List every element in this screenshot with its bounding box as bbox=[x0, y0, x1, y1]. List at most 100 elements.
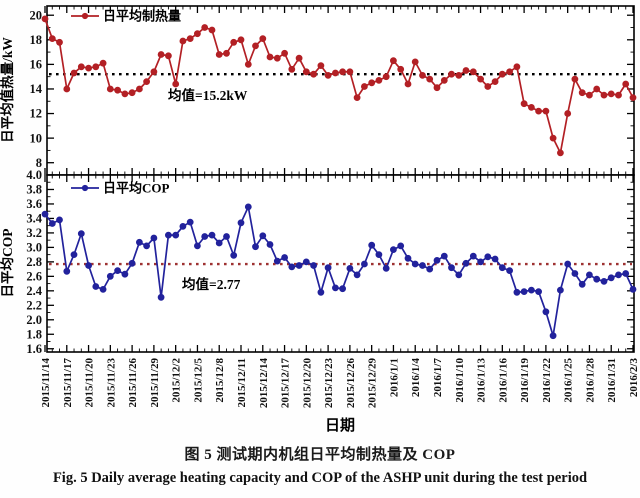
data-point-cop bbox=[390, 246, 397, 254]
data-point-heating-capacity bbox=[593, 85, 601, 93]
x-tick-label: 2016/1/7 bbox=[432, 358, 444, 398]
caption-zh: 图 5 测试期内机组日平均制热量及 COP bbox=[184, 447, 456, 463]
data-point-heating-capacity bbox=[56, 38, 63, 46]
data-point-heating-capacity bbox=[462, 67, 470, 74]
y-tick-label: 10 bbox=[30, 131, 43, 145]
x-tick-label: 2016/1/31 bbox=[606, 358, 618, 403]
data-point-cop bbox=[607, 274, 615, 282]
data-point-cop bbox=[324, 264, 332, 272]
data-point-heating-capacity bbox=[346, 68, 354, 76]
x-tick-label: 2015/12/5 bbox=[192, 358, 204, 403]
data-point-heating-capacity bbox=[513, 63, 521, 71]
data-point-cop bbox=[194, 242, 201, 250]
data-point-cop bbox=[244, 203, 252, 211]
data-point-heating-capacity bbox=[433, 84, 441, 92]
plot-border bbox=[46, 174, 635, 353]
data-point-heating-capacity bbox=[223, 49, 230, 57]
x-tick-label: 2015/12/2 bbox=[171, 358, 183, 403]
y-tick-label: 4.0 bbox=[26, 168, 42, 182]
data-point-cop bbox=[433, 257, 441, 264]
x-tick-label: 2015/12/29 bbox=[367, 358, 379, 409]
y-axis-title-cop: 日平均COP bbox=[0, 229, 15, 298]
x-tick-label: 2015/12/23 bbox=[323, 358, 335, 409]
y-tick-label: 12 bbox=[30, 107, 43, 121]
data-point-heating-capacity bbox=[77, 63, 85, 71]
data-point-cop bbox=[615, 271, 622, 279]
data-point-cop bbox=[259, 232, 267, 240]
x-tick-label: 2016/1/28 bbox=[584, 358, 596, 403]
legend-marker-cop bbox=[81, 184, 89, 192]
data-point-heating-capacity bbox=[302, 68, 310, 76]
data-point-heating-capacity bbox=[252, 42, 259, 50]
data-point-cop bbox=[317, 288, 325, 296]
data-point-heating-capacity bbox=[571, 75, 579, 83]
data-point-cop bbox=[230, 252, 238, 259]
legend-label-heating-capacity: 日平均制热量 bbox=[103, 9, 181, 24]
y-tick-label: 2.2 bbox=[26, 299, 42, 313]
data-point-cop bbox=[600, 278, 608, 285]
data-point-cop bbox=[48, 220, 56, 227]
data-point-heating-capacity bbox=[404, 80, 412, 88]
data-point-cop bbox=[106, 272, 114, 280]
x-tick-label: 2015/11/17 bbox=[62, 358, 74, 408]
data-point-cop bbox=[491, 255, 499, 263]
x-tick-label: 2016/1/25 bbox=[563, 358, 575, 403]
data-point-heating-capacity bbox=[295, 54, 303, 62]
data-point-cop bbox=[288, 263, 296, 271]
data-point-heating-capacity bbox=[194, 30, 201, 38]
y-tick-label: 2.6 bbox=[26, 270, 42, 284]
data-point-heating-capacity bbox=[128, 89, 136, 97]
data-point-heating-capacity bbox=[506, 68, 514, 76]
data-point-heating-capacity bbox=[172, 80, 180, 88]
y-tick-label: 20 bbox=[30, 8, 43, 22]
data-point-heating-capacity bbox=[201, 24, 209, 31]
data-point-cop bbox=[85, 262, 92, 269]
x-tick-label: 2016/1/4 bbox=[410, 358, 422, 398]
x-tick-label: 2015/11/14 bbox=[40, 358, 52, 408]
y-tick-label: 3.4 bbox=[26, 212, 42, 226]
y-tick-label: 16 bbox=[30, 58, 43, 72]
data-point-cop bbox=[143, 242, 151, 250]
x-tick-label: 2015/12/14 bbox=[258, 358, 270, 409]
data-point-heating-capacity bbox=[114, 86, 121, 94]
data-point-cop bbox=[535, 288, 542, 296]
data-point-cop bbox=[513, 288, 521, 296]
x-tick-label: 2016/1/16 bbox=[497, 358, 509, 403]
data-point-heating-capacity bbox=[615, 91, 622, 99]
data-point-cop bbox=[382, 265, 390, 272]
data-point-heating-capacity bbox=[520, 100, 528, 108]
data-point-cop bbox=[361, 260, 368, 268]
data-point-cop bbox=[426, 265, 434, 273]
data-point-cop bbox=[186, 218, 194, 226]
data-point-cop bbox=[448, 264, 455, 272]
data-point-cop bbox=[201, 233, 209, 240]
data-point-cop bbox=[41, 210, 49, 218]
data-point-cop bbox=[542, 308, 550, 316]
data-point-cop bbox=[411, 260, 419, 268]
series-line-heating-capacity bbox=[44, 18, 634, 154]
data-point-cop bbox=[353, 271, 361, 279]
data-point-heating-capacity bbox=[382, 73, 390, 81]
x-tick-label: 2015/11/29 bbox=[149, 358, 161, 408]
data-point-cop bbox=[273, 257, 281, 265]
data-point-heating-capacity bbox=[317, 62, 325, 69]
data-point-cop bbox=[172, 231, 180, 239]
data-point-cop bbox=[484, 253, 492, 261]
mean-label-heating-capacity: 均值=15.2kW bbox=[168, 87, 248, 103]
x-tick-label: 2015/12/11 bbox=[236, 358, 248, 408]
data-point-heating-capacity bbox=[484, 83, 492, 90]
data-point-heating-capacity bbox=[535, 107, 542, 115]
data-point-heating-capacity bbox=[397, 65, 405, 73]
data-point-heating-capacity bbox=[106, 85, 114, 93]
y-tick-label: 14 bbox=[30, 82, 43, 96]
data-point-heating-capacity bbox=[419, 72, 426, 79]
data-point-heating-capacity bbox=[136, 85, 143, 93]
data-point-heating-capacity bbox=[208, 26, 216, 34]
data-point-heating-capacity bbox=[607, 90, 615, 98]
data-point-heating-capacity bbox=[578, 89, 586, 97]
data-point-cop bbox=[520, 288, 528, 296]
data-point-cop bbox=[528, 286, 535, 294]
data-point-cop bbox=[506, 267, 514, 275]
data-point-heating-capacity bbox=[440, 77, 448, 84]
